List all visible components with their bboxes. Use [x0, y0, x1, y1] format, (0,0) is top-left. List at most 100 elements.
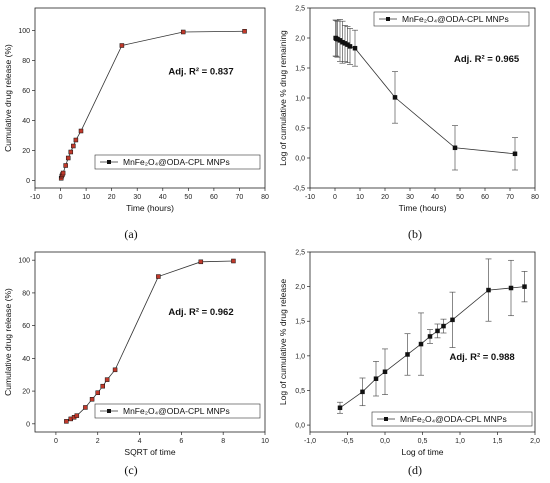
data-point [231, 258, 236, 264]
data-point [68, 149, 74, 155]
data-point [64, 419, 69, 424]
x-tick-label: 8 [221, 438, 225, 445]
data-point [508, 285, 514, 291]
y-tick-label: 1,0 [295, 96, 305, 103]
legend-marker [386, 17, 390, 21]
y-tick-label: 20 [22, 389, 30, 396]
data-point [89, 397, 95, 402]
data-point [373, 376, 379, 381]
x-tick-label: -1,0 [304, 438, 316, 445]
data-point [112, 367, 118, 373]
y-tick-label: 100 [18, 258, 30, 265]
legend-box [94, 403, 261, 419]
data-point [63, 163, 68, 168]
data-point [73, 137, 79, 143]
fit-annotation: Adj. R² = 0.988 [450, 352, 515, 363]
y-tick-label: 60 [22, 323, 30, 330]
fit-annotation: Adj. R² = 0.965 [454, 54, 520, 65]
data-point [427, 334, 433, 339]
data-point [405, 352, 410, 357]
y-tick-label: 0 [26, 421, 30, 428]
data-point [180, 29, 186, 35]
data-point [452, 145, 458, 151]
data-point [198, 259, 204, 265]
chart-panel-a: -10 0 10 20 30 40 50 60 70 80 0 20 40 60 80 100 Time (ho… [3, 7, 269, 241]
data-point [512, 151, 518, 157]
x-tick-label: 50 [184, 194, 192, 201]
chart-panel-d: -1,0 -0,5 0,0 0,5 1,0 1,5 2,0 0,0 0,5 1,0 1,5 2,0 2,… [278, 250, 540, 478]
data-point [71, 143, 76, 149]
x-tick-label: 2,0 [530, 438, 540, 445]
y-tick-label: 40 [22, 356, 30, 363]
x-tick-label: 0 [59, 194, 63, 201]
data-point [100, 383, 105, 389]
data-point [83, 405, 88, 410]
y-tick-label: 0,5 [295, 126, 305, 133]
x-tick-label: 10 [261, 438, 269, 445]
x-tick-label: 20 [381, 194, 389, 201]
y-tick-label: 1,5 [295, 66, 305, 73]
data-point [60, 170, 66, 176]
data-point [95, 390, 100, 395]
data-point [418, 341, 424, 347]
x-axis-label: Time (hours) [399, 203, 447, 213]
legend-label: MnFe₂O₄@ODA-CPL MNPs [402, 14, 509, 24]
x-tick-label: 6 [179, 438, 183, 445]
y-tick-label: 2,5 [295, 6, 305, 13]
y-tick-label: 80 [22, 58, 30, 65]
data-point [435, 328, 440, 334]
y-axis-label: Cumulative drug release (%) [3, 44, 13, 152]
x-tick-label: 50 [456, 194, 464, 201]
series-line [339, 286, 525, 409]
x-tick-label: 60 [481, 194, 489, 201]
x-tick-label: 0,5 [418, 438, 428, 445]
y-tick-label: 2,0 [295, 36, 305, 43]
data-point [337, 405, 343, 411]
plot-frame [34, 7, 266, 189]
y-axis-label: Log of cumulative % drug release [278, 279, 288, 405]
x-tick-label: 80 [261, 194, 269, 201]
fit-annotation: Adj. R² = 0.837 [168, 67, 233, 78]
x-tick-label: 0,0 [380, 438, 390, 445]
x-tick-label: 70 [236, 194, 244, 201]
data-point [74, 413, 80, 418]
y-tick-label: 0,0 [295, 156, 305, 163]
x-tick-label: 1,5 [493, 438, 503, 445]
x-tick-label: 30 [406, 194, 414, 201]
y-tick-label: 40 [22, 118, 30, 125]
x-tick-label: 60 [210, 194, 218, 201]
data-point [65, 155, 71, 161]
legend-marker [107, 160, 111, 164]
data-point [522, 284, 527, 289]
x-tick-label: 0 [333, 194, 337, 201]
data-point [360, 389, 365, 395]
legend-box [373, 11, 530, 27]
y-tick-label: 2,5 [295, 250, 305, 257]
x-tick-label: 10 [356, 194, 364, 201]
x-tick-label: 20 [108, 194, 116, 201]
y-tick-label: 80 [22, 290, 30, 297]
y-axis-label: Log of cumulative % drug remaining [278, 30, 288, 166]
legend-label: MnFe₂O₄@ODA-CPL MNPs [123, 157, 230, 167]
legend-label: MnFe₂O₄@ODA-CPL MNPs [400, 414, 507, 424]
x-tick-label: 10 [82, 194, 90, 201]
panel-label: (b) [408, 227, 422, 241]
x-tick-label: 40 [431, 194, 439, 201]
panel-label: (d) [408, 463, 422, 477]
x-tick-label: 70 [506, 194, 514, 201]
plot-frame [309, 7, 536, 189]
y-tick-label: 1,5 [295, 319, 305, 326]
y-tick-label: 2,0 [295, 284, 305, 291]
data-point [382, 369, 388, 375]
x-tick-label: -0,5 [341, 438, 353, 445]
y-tick-label: 20 [22, 148, 30, 155]
x-tick-label: 4 [138, 438, 142, 445]
x-tick-label: 1,0 [455, 438, 465, 445]
y-tick-label: -0,5 [293, 186, 305, 193]
x-tick-label: 0 [54, 438, 58, 445]
x-axis-label: SQRT of time [124, 447, 175, 457]
legend-marker [384, 417, 388, 421]
x-tick-label: 80 [531, 194, 539, 201]
